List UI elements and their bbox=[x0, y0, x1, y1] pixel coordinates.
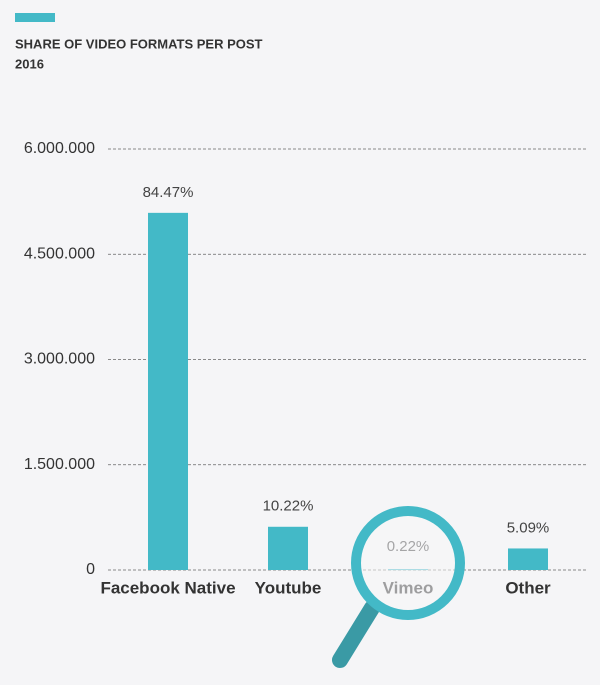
x-tick-label: Other bbox=[505, 578, 551, 597]
y-tick-label: 1.500.000 bbox=[24, 456, 95, 473]
magnifier-lens bbox=[351, 506, 465, 620]
annotation: 84.47% bbox=[143, 184, 194, 201]
chart-subtitle: 2016 bbox=[15, 56, 44, 71]
annotation: 10.22% bbox=[263, 498, 314, 515]
x-tick-label: Youtube bbox=[255, 578, 322, 597]
y-tick-label: 3.000.000 bbox=[24, 351, 95, 368]
magnifier bbox=[332, 506, 465, 668]
annotation: 5.09% bbox=[507, 519, 550, 536]
magnifier-handle bbox=[332, 600, 380, 668]
chart-title: SHARE OF VIDEO FORMATS PER POST bbox=[15, 36, 263, 51]
bar bbox=[148, 212, 188, 570]
y-tick-label: 6.000.000 bbox=[24, 140, 95, 157]
y-tick-label: 4.500.000 bbox=[24, 245, 95, 262]
plot: 0 1.500.000 3.000.000 4.500.000 6.000.000 Fac… bbox=[24, 140, 588, 597]
y-tick-label: 0 bbox=[86, 561, 95, 578]
bar bbox=[508, 548, 548, 570]
title-swatch bbox=[15, 13, 55, 22]
bar bbox=[268, 526, 308, 570]
x-tick-label: Facebook Native bbox=[100, 578, 235, 597]
